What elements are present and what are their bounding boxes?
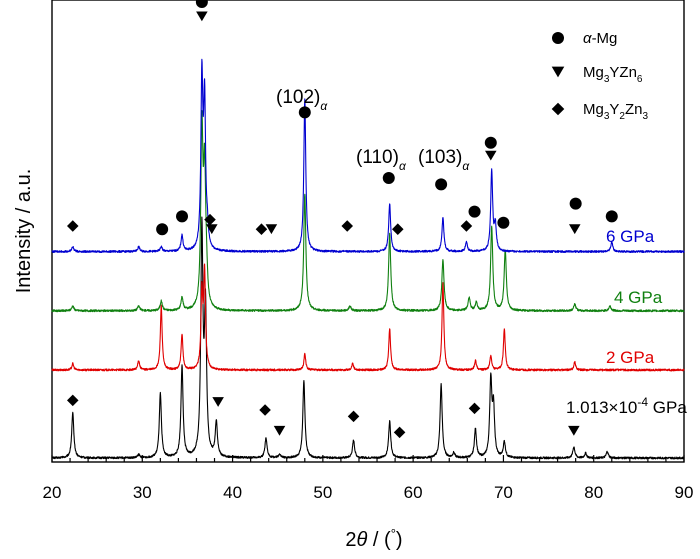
series-line-0 [51,216,685,460]
peak-marker-diamond-10 [341,220,354,232]
peak-marker-circle-21 [605,210,618,223]
peak-marker-diamond-24 [259,404,271,416]
peak-marker-circle-16 [484,136,497,149]
x-tick-label-60: 60 [404,483,423,502]
peak-marker-circle-11 [382,172,395,184]
series-line-2 [51,110,685,313]
legend-symbol-diamond [551,102,565,116]
legend-label-0: α-Mg [583,30,617,47]
series-label-2: 4 GPa [614,288,663,307]
label-layer: 1.013×10-4 GPa 2 GPa 4 GPa 6 GPa (102)α (110)… [276,87,687,417]
peak-marker-circle-15 [468,205,481,218]
legend-layer: α-Mg Mg3YZn6 Mg3Y2Zn3 [551,30,649,122]
peak-marker-diamond-28 [468,402,481,415]
series-label-1: 2 GPa [606,348,655,367]
legend-symbol-triangle-down [551,66,565,78]
peak-label-2: (103)α [418,147,470,173]
x-tick-label-30: 30 [133,483,152,502]
peak-marker-circle-18 [497,216,510,229]
peak-marker-diamond-26 [347,410,360,423]
peak-label-0: (102)α [276,87,328,113]
peak-marker-triangle-down-6 [206,224,218,235]
peak-marker-triangle-down-25 [273,425,286,436]
peak-marker-triangle-down-1 [196,11,208,22]
peak-marker-circle-4 [176,210,189,223]
legend-label-2: Mg3Y2Zn3 [583,101,649,122]
peak-marker-diamond-2 [66,220,79,232]
peak-marker-circle-19 [569,197,582,210]
marker-layer [66,0,618,439]
x-tick-label-80: 80 [584,483,603,502]
peak-marker-diamond-5 [204,213,216,226]
legend-label-1: Mg3YZn6 [583,64,643,85]
peak-marker-triangle-down-17 [485,150,497,161]
peak-marker-circle-9 [298,106,311,119]
series-layer [51,58,685,460]
peak-marker-diamond-7 [255,223,268,235]
y-axis-title: Intensity / a.u. [13,169,35,294]
x-tick-label-40: 40 [223,483,242,502]
x-axis-title: 2θ / (°) [345,526,402,551]
peak-marker-circle-3 [156,223,169,236]
series-line-3 [51,58,685,254]
x-tick-label-90: 90 [675,483,694,502]
peak-marker-circle-0 [195,0,208,8]
peak-marker-circle-13 [435,178,448,191]
plot-frame [51,0,685,463]
series-label-3: 6 GPa [606,227,655,246]
peak-marker-triangle-down-20 [568,224,581,235]
x-tick-label-50: 50 [313,483,332,502]
axis-layer: 20 30 40 50 60 70 80 90 2θ / (°) Intensity / a.u. [13,169,693,551]
peak-marker-diamond-22 [66,394,79,407]
legend-symbol-circle [552,32,564,44]
peak-marker-diamond-12 [392,223,404,235]
x-tick-label-70: 70 [494,483,513,502]
peak-marker-diamond-27 [393,426,406,439]
peak-marker-diamond-14 [460,220,473,232]
series-label-0: 1.013×10-4 GPa [566,395,687,417]
x-tick-label-20: 20 [43,483,62,502]
peak-label-1: (110)α [356,147,407,173]
peak-marker-triangle-down-23 [212,397,224,407]
series-line-1 [51,263,685,372]
peak-marker-triangle-down-29 [568,425,580,436]
peak-marker-triangle-down-8 [265,224,278,235]
